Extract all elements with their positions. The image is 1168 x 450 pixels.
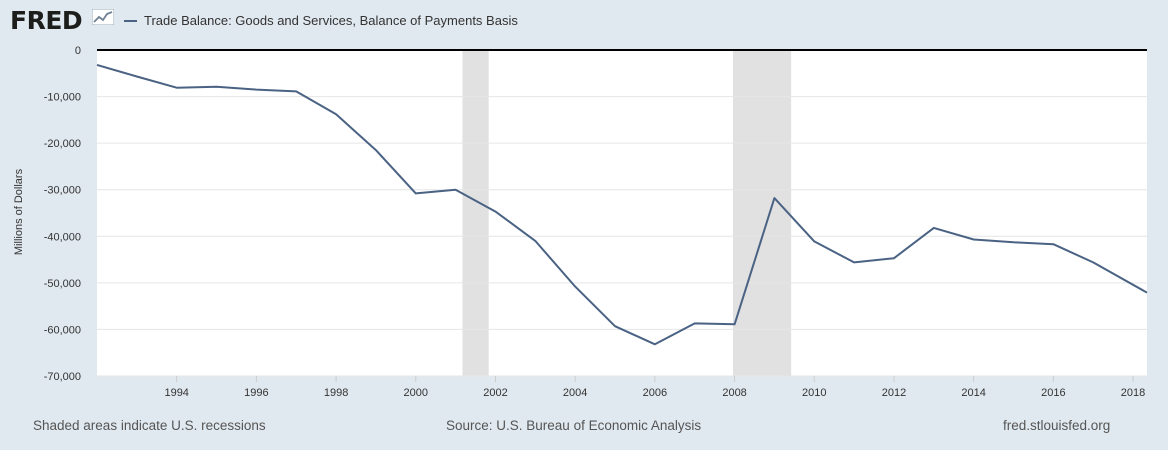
x-tick-label: 2018 <box>1121 387 1145 399</box>
y-tick-label: -40,000 <box>44 231 81 243</box>
x-tick-label: 2012 <box>882 387 906 399</box>
site-url[interactable]: fred.stlouisfed.org <box>1003 418 1111 433</box>
x-tick-label: 1998 <box>324 387 348 399</box>
y-tick-label: -30,000 <box>44 185 81 197</box>
y-tick-label: -70,000 <box>44 371 81 383</box>
recession-band <box>732 50 792 376</box>
x-tick-label: 2014 <box>961 387 985 399</box>
y-tick-label: -20,000 <box>44 138 81 150</box>
recession-band <box>462 50 489 376</box>
y-tick-label: -60,000 <box>44 324 81 336</box>
y-tick-label: 0 <box>75 45 81 57</box>
y-tick-label: -50,000 <box>44 278 81 290</box>
x-tick-label: 1994 <box>164 387 188 399</box>
plot-area <box>97 50 1147 376</box>
legend-line-swatch <box>124 19 137 22</box>
x-tick-label: 2010 <box>802 387 826 399</box>
x-tick-label: 2004 <box>563 387 587 399</box>
x-tick-label: 1996 <box>244 387 268 399</box>
y-tick-label: -10,000 <box>44 92 81 104</box>
source-note: Source: U.S. Bureau of Economic Analysis <box>446 418 702 433</box>
x-tick-label: 2016 <box>1041 387 1065 399</box>
recession-note: Shaded areas indicate U.S. recessions <box>33 418 266 433</box>
trade-balance-chart: 0 -10,000 -20,000 -30,000 -40,000 -50,000 -60,… <box>44 45 1148 399</box>
fred-logo-text: FRED <box>10 6 83 35</box>
series-line <box>96 63 1148 346</box>
legend-series-name: Trade Balance: Goods and Services, Balan… <box>144 13 518 28</box>
x-tick-label: 2008 <box>722 387 746 399</box>
x-tick-label: 2002 <box>483 387 507 399</box>
chart-legend: Trade Balance: Goods and Services, Balan… <box>124 13 518 28</box>
fred-logo-graph-icon <box>92 9 114 25</box>
x-tick-label: 2000 <box>404 387 428 399</box>
fred-logo[interactable]: FRED <box>10 6 83 35</box>
x-tick-label: 2006 <box>643 387 667 399</box>
